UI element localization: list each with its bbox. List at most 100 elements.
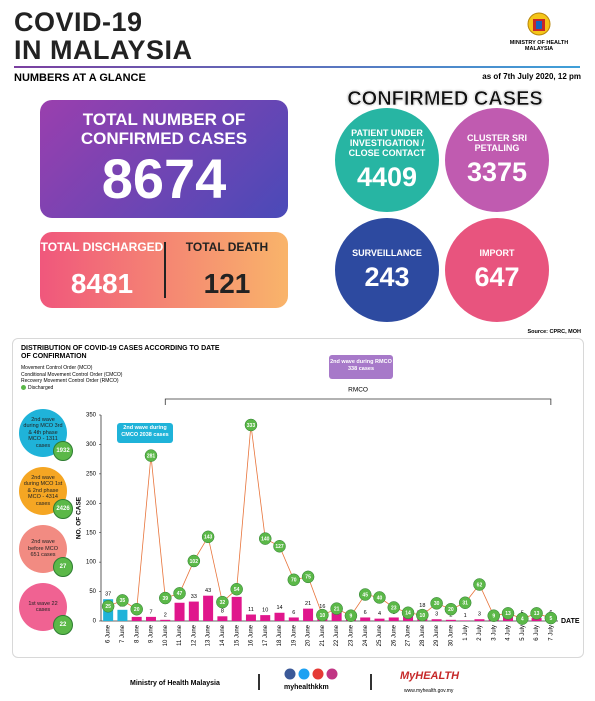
discharged-marker [173, 587, 186, 600]
discharged-marker [101, 600, 115, 613]
bar [245, 614, 256, 621]
bar [260, 615, 271, 621]
legend: Movement Control Order (MCO) Conditional … [21, 365, 122, 391]
title: IN MALAYSIA [14, 35, 193, 65]
x-tick-label: 9 June [149, 624, 155, 643]
bar-label: 16 [319, 604, 325, 610]
wave-label: 1st wave 22 cases [28, 600, 58, 614]
discharged-label: 13 [505, 611, 511, 617]
discharged-label: 70 [291, 578, 297, 584]
x-tick-label: 17 June [263, 624, 269, 646]
separator [258, 674, 260, 690]
x-tick-label: 21 June [320, 624, 326, 646]
x-tick-label: 20 June [306, 624, 312, 646]
group-circle: SURVEILLANCE 243 [332, 215, 442, 325]
bar-label: 10 [262, 608, 268, 614]
discharged-marker [330, 602, 343, 615]
discharged-label: 39 [162, 596, 168, 602]
discharged-label: 75 [305, 575, 311, 581]
y-tick-label: 300 [86, 442, 97, 448]
url: www.myhealth.gov.my [404, 688, 454, 694]
divider [14, 66, 580, 68]
bar [160, 619, 171, 621]
bar [445, 619, 456, 621]
legend-note: Conditional Movement Control Order (CMCO… [21, 371, 123, 378]
group-label: CLUSTER SRI PETALING [466, 132, 527, 153]
x-tick-label: 10 June [163, 624, 169, 646]
annotation: 2nd wave during CMCO 2038 cases [121, 425, 168, 438]
wave-discharged: 1932 [53, 441, 73, 461]
x-tick-label: 11 June [177, 624, 183, 646]
bar [474, 619, 485, 621]
group-value: 647 [474, 261, 520, 292]
legend-label: Discharged [28, 384, 54, 391]
x-tick-label: 26 June [391, 624, 397, 646]
discharged-label: 35 [120, 598, 126, 604]
y-tick-label: 350 [86, 413, 97, 419]
discharged-marker [258, 532, 272, 545]
x-tick-label: 25 June [377, 624, 383, 646]
bar-label: 6 [364, 610, 367, 616]
wave-discharged: 27 [53, 557, 73, 577]
x-tick-label: 13 June [206, 624, 212, 646]
annotation-box [117, 423, 173, 443]
x-tick-label: 8 June [134, 624, 140, 643]
bar [374, 618, 385, 621]
discharged-marker [244, 418, 258, 432]
death-label: TOTAL DEATH [185, 240, 269, 254]
bar-label: 4 [378, 611, 381, 617]
discharged-label: 40 [377, 595, 383, 601]
x-tick-label: 5 July [520, 625, 526, 641]
bar-label: 21 [305, 601, 311, 607]
discharged-label: 127 [275, 544, 284, 550]
discharged-value: 8481 [70, 268, 134, 299]
discharged-marker [516, 612, 529, 625]
discharged-marker [144, 449, 158, 462]
as-of: as of 7th July 2020, 12 pm [482, 72, 581, 81]
discharged-label: 102 [190, 559, 199, 565]
group-circle: PATIENT UNDER INVESTIGATION / CLOSE CONT… [332, 105, 442, 215]
x-tick-label: 14 June [220, 624, 226, 646]
group-label: SURVEILLANCE [352, 247, 422, 258]
y-tick-label: 150 [86, 530, 97, 536]
group-circle: IMPORT 647 [442, 215, 552, 325]
confirmed-label: TOTAL NUMBER OF CONFIRMED CASES [80, 110, 248, 148]
bar [388, 617, 399, 621]
discharged-marker [216, 595, 229, 609]
legend-item: Discharged [21, 385, 122, 392]
discharged-label: 23 [391, 605, 397, 611]
discharged-label: 10 [420, 613, 426, 619]
x-tick-label: 16 June [249, 624, 255, 646]
discharged-label: 30 [434, 601, 440, 607]
discharged-label: 31 [462, 601, 468, 607]
wave-discharged: 22 [53, 615, 73, 635]
bar-label: 18 [419, 603, 425, 609]
bar [460, 620, 471, 621]
x-tick-label: 3 July [491, 625, 497, 641]
x-tick-label: 7 July [548, 625, 554, 641]
x-tick-label: 23 June [349, 624, 355, 646]
wave-label: 2nd wave during MCO 3rd & 4th phase MCO … [23, 416, 63, 449]
discharged-label: 140 [261, 536, 270, 542]
wave-circle: 2nd wave before MCO 651 cases 27 [19, 525, 73, 577]
discharged-label: 5 [549, 616, 552, 622]
social-handle: myhealthkkm [284, 684, 329, 691]
bar-label: 8 [221, 609, 224, 615]
discharged-label: 9 [350, 614, 353, 620]
discharged-marker [273, 540, 286, 553]
title: COVID-19 [14, 7, 143, 37]
subtitle: NUMBERS AT A GLANCE [14, 72, 146, 84]
chart: 0 50 100 150 200 250 300 350 NO. OF CASE DATE 2nd … [76, 355, 580, 646]
legend-note: Movement Control Order (MCO) [21, 365, 93, 371]
group-value: 4409 [356, 161, 418, 192]
discharged-label: 47 [177, 591, 183, 597]
discharged-label: 10 [320, 613, 326, 619]
bar [188, 601, 199, 621]
discharged-label: 20 [134, 607, 140, 613]
discharged-marker [159, 591, 172, 605]
discharged-label: 9 [492, 614, 495, 620]
death-value: 121 [203, 268, 251, 299]
discharged-label: 14 [405, 611, 411, 617]
emblem [527, 12, 551, 36]
